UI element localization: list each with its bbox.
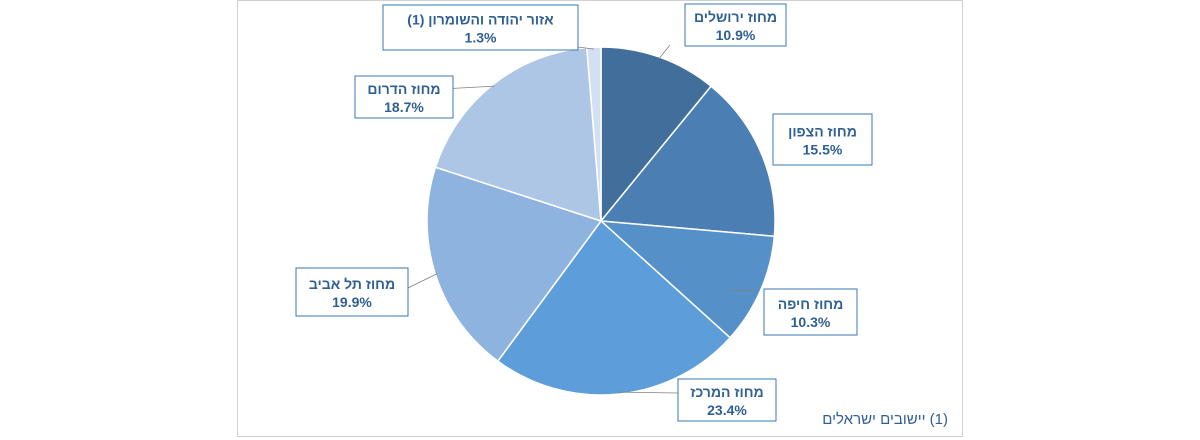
data-label-value: 10.3% <box>791 314 831 330</box>
data-label-category: אזור יהודה והשומרון (1) <box>407 12 554 28</box>
data-label-category: מחוז חיפה <box>778 296 844 312</box>
chart-frame: מחוז ירושלים 10.9% מחוז הצפון 15.5% מחוז חיפ… <box>237 0 963 437</box>
pie-slice <box>600 46 713 224</box>
leader-line <box>757 150 760 155</box>
data-label-value: 15.5% <box>803 142 843 158</box>
data-label-category: מחוז תל אביב <box>309 276 395 292</box>
data-label: מחוז המרכז 23.4% <box>677 378 777 422</box>
leader-line <box>658 44 671 60</box>
data-label: אזור יהודה והשומרון (1) 1.3% <box>382 4 579 51</box>
data-label: מחוז חיפה 10.3% <box>763 288 858 336</box>
data-label-box <box>677 378 777 422</box>
data-label: מחוז ירושלים 10.9% <box>684 3 787 47</box>
leader-line <box>407 273 438 289</box>
data-label-value: 18.7% <box>384 99 424 115</box>
data-label: מחוז הדרום 18.7% <box>354 75 454 119</box>
leader-line <box>618 391 679 394</box>
data-label-value: 23.4% <box>707 402 747 418</box>
pie-slice <box>599 85 776 238</box>
pie-slice <box>496 219 732 396</box>
data-label-box <box>772 113 873 166</box>
footnote: (1) יישובים ישראלים <box>822 411 948 428</box>
data-label: מחוז תל אביב 19.9% <box>295 267 409 317</box>
data-label-value: 19.9% <box>332 294 372 310</box>
data-label-category: מחוז המרכז <box>690 384 763 400</box>
data-label-value: 10.9% <box>716 27 756 43</box>
leader-line <box>727 289 759 292</box>
data-label-value: 1.3% <box>465 30 497 46</box>
data-label-category: מחוז הדרום <box>367 81 440 97</box>
data-label-category: מחוז ירושלים <box>694 9 777 25</box>
data-label-box <box>382 4 579 51</box>
pie-chart: מחוז ירושלים 10.9% מחוז הצפון 15.5% מחוז חיפ… <box>295 3 873 422</box>
data-label-box <box>684 3 787 47</box>
data-label-box <box>354 75 454 119</box>
pie-slice <box>585 46 602 222</box>
data-labels: מחוז ירושלים 10.9% מחוז הצפון 15.5% מחוז חיפ… <box>295 3 873 422</box>
data-label-category: מחוז הצפון <box>788 124 857 140</box>
data-label-box <box>295 267 409 317</box>
pie-slice <box>598 220 776 339</box>
pie-slices <box>426 46 776 396</box>
data-label: מחוז הצפון 15.5% <box>772 113 873 166</box>
leader-line <box>577 46 595 50</box>
data-label-box <box>763 288 858 336</box>
